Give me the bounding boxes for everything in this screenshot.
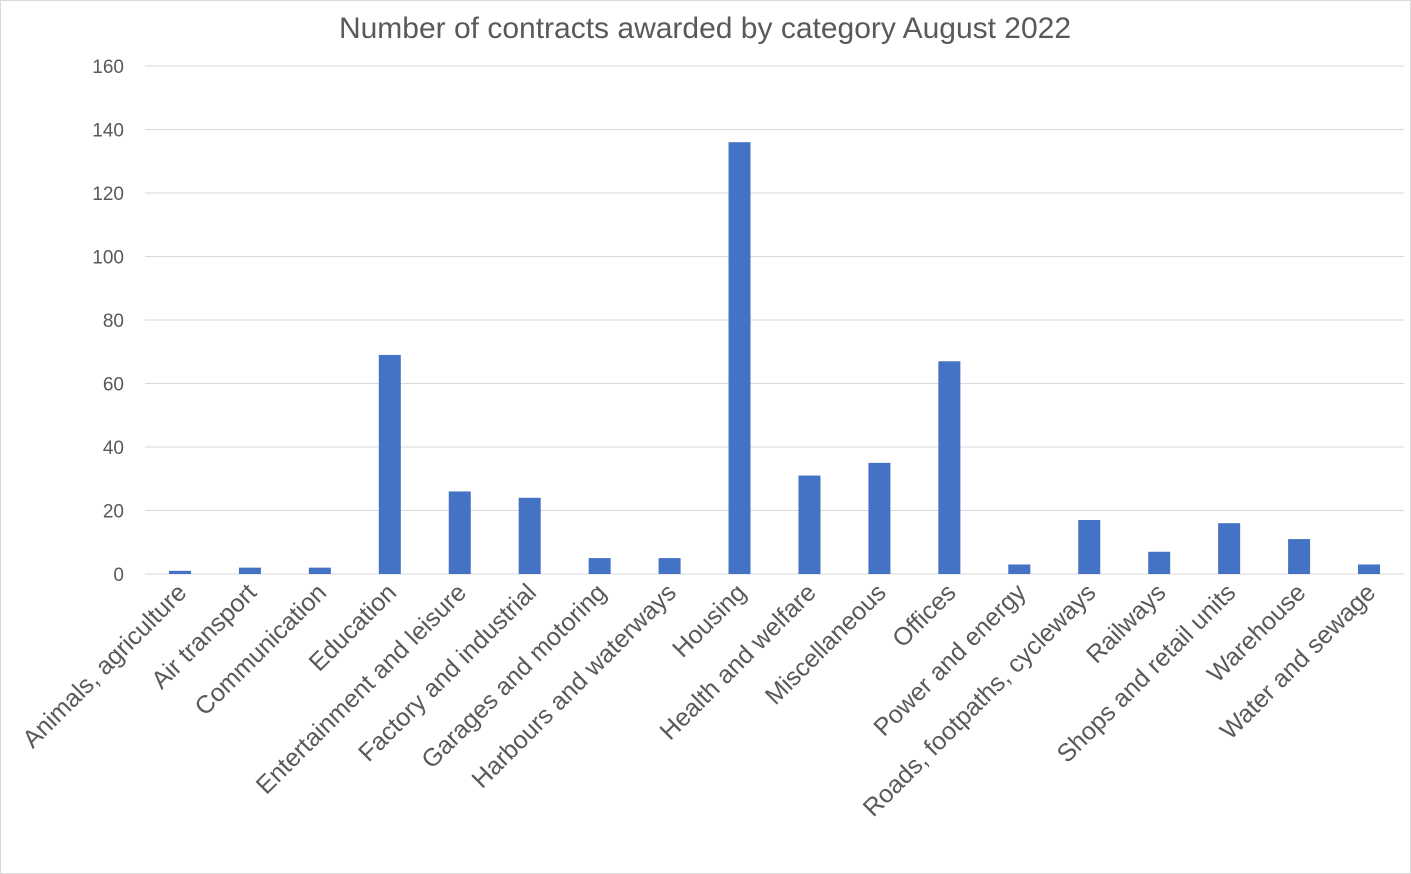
y-tick-label: 160 bbox=[92, 57, 124, 78]
y-tick-label: 20 bbox=[103, 502, 124, 523]
gridlines bbox=[145, 65, 1404, 575]
bar bbox=[448, 491, 471, 574]
y-tick-label: 60 bbox=[103, 375, 124, 396]
bars bbox=[168, 142, 1381, 574]
bar bbox=[1358, 564, 1381, 574]
bar bbox=[168, 570, 191, 574]
bar bbox=[938, 361, 961, 574]
bar bbox=[1008, 564, 1031, 574]
bar bbox=[1148, 551, 1171, 574]
x-tick-label: Miscellaneous bbox=[760, 578, 892, 710]
chart-title: Number of contracts awarded by category … bbox=[339, 12, 1071, 45]
bar bbox=[658, 558, 681, 574]
bar bbox=[1078, 520, 1101, 574]
y-tick-label: 100 bbox=[92, 248, 124, 269]
bar bbox=[308, 567, 331, 574]
bar bbox=[378, 354, 401, 574]
bar bbox=[588, 558, 611, 574]
bar bbox=[728, 142, 751, 574]
y-tick-label: 80 bbox=[103, 311, 124, 332]
y-tick-label: 40 bbox=[103, 438, 124, 459]
y-tick-label: 140 bbox=[92, 121, 124, 142]
bar bbox=[518, 497, 541, 574]
y-axis-ticks: 0 20 40 60 80 100 120 140 160 bbox=[92, 57, 124, 586]
bar bbox=[798, 475, 821, 574]
bar bbox=[238, 567, 261, 574]
y-tick-label: 0 bbox=[113, 565, 124, 586]
bar bbox=[1218, 523, 1241, 574]
bar bbox=[1288, 539, 1311, 574]
bar bbox=[868, 462, 891, 574]
y-tick-label: 120 bbox=[92, 184, 124, 205]
